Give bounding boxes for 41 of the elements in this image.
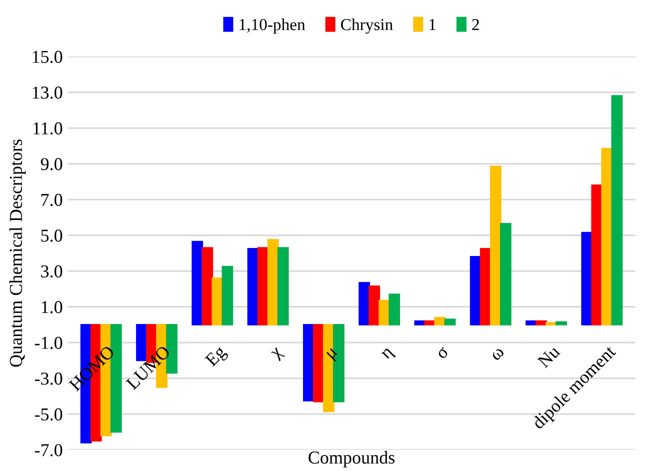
bar (202, 247, 214, 326)
x-tick-label: σ (436, 346, 450, 360)
legend-label: 2 (472, 19, 479, 30)
bar (368, 286, 380, 326)
x-tick-label: η (381, 348, 396, 362)
x-tick-label: Nu (537, 344, 561, 368)
bar (601, 148, 613, 326)
y-axis-title: Quantum Chemical Descriptors (9, 139, 26, 367)
y-tick-label: 9.0 (40, 158, 62, 170)
y-tick-label: 3.0 (41, 265, 62, 278)
x-tick-label: μ (326, 348, 340, 362)
y-tick-label: -7.0 (34, 444, 62, 456)
bar (222, 266, 234, 326)
bar (611, 95, 623, 326)
y-tick-label: -5.0 (34, 408, 62, 421)
bar (277, 247, 289, 326)
y-tick-label: 13.0 (32, 86, 62, 99)
legend-label: Chrysin (341, 18, 393, 34)
bar (434, 316, 446, 326)
legend-label: 1,10-phen (240, 18, 306, 34)
bar (556, 321, 568, 326)
y-tick-label: 7.0 (41, 194, 62, 206)
x-tick-label: χ (270, 347, 286, 362)
bar (414, 320, 426, 326)
bar (388, 294, 400, 326)
bar (490, 166, 502, 326)
y-tick-label: -1.0 (34, 336, 62, 350)
bar (536, 320, 547, 326)
bar (526, 320, 537, 326)
legend-label: 1 (430, 19, 436, 30)
y-tick-label: 1.0 (42, 301, 62, 314)
y-tick-label: 11.0 (34, 122, 62, 135)
y-tick-label: 5.0 (41, 230, 62, 242)
x-tick-label: ω (491, 347, 505, 362)
y-tick-label: -3.0 (34, 372, 62, 385)
x-tick-label: Eg (204, 344, 230, 370)
bar (444, 318, 456, 326)
bar (424, 320, 436, 326)
x-axis-title: Compounds (308, 450, 395, 468)
bar (500, 222, 512, 326)
y-tick-label: 15.0 (32, 50, 62, 64)
